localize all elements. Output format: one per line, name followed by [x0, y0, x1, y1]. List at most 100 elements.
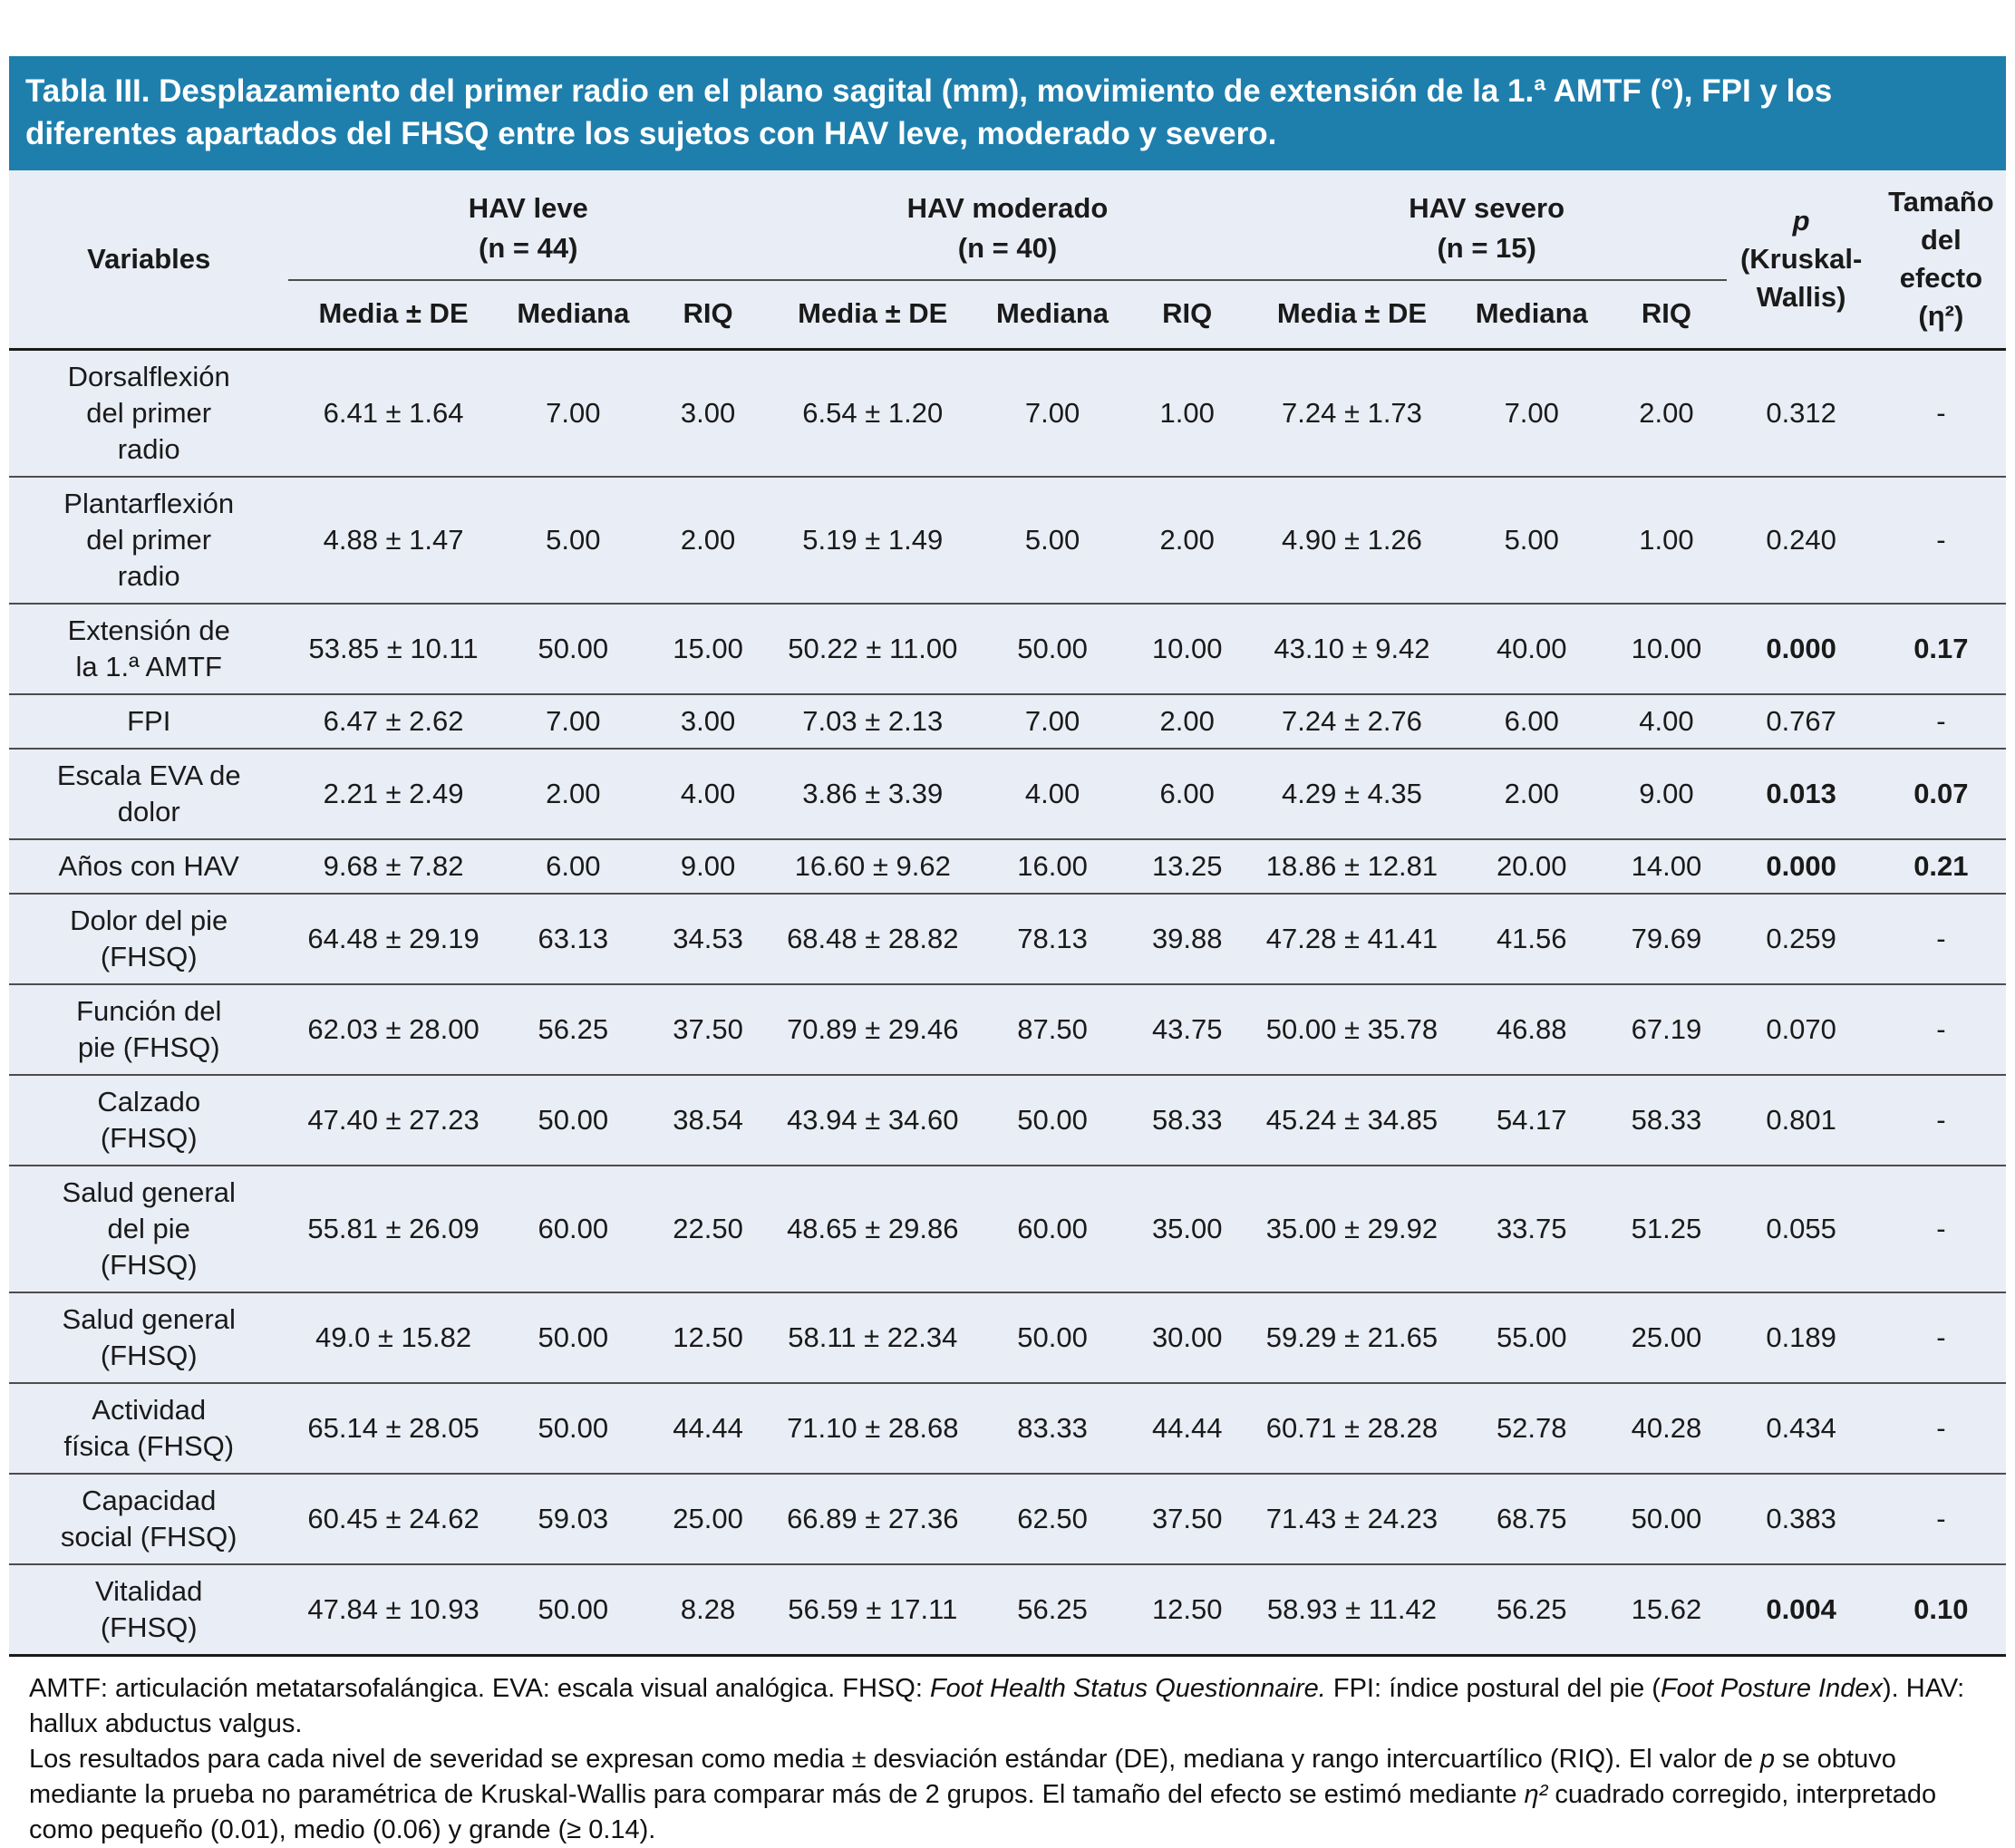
cell-riq-leve: 15.00 — [647, 603, 769, 694]
cell-p-value: 0.004 — [1726, 1563, 1876, 1656]
cell-effect-size: - — [1875, 693, 2006, 749]
cell-media-de-moderado: 48.65 ± 29.86 — [768, 1165, 978, 1292]
cell-effect-size: - — [1875, 1473, 2006, 1564]
p-symbol: p — [1792, 205, 1810, 237]
cell-media-de-leve: 9.68 ± 7.82 — [288, 838, 499, 894]
table-row: Salud general del pie (FHSQ) 55.81 ± 26.… — [9, 1165, 2006, 1292]
cell-effect-size: - — [1875, 983, 2006, 1075]
group-header-hav-leve: HAV leve (n = 44) — [288, 170, 769, 281]
cell-media-de-severo: 47.28 ± 41.41 — [1246, 893, 1458, 984]
cell-media-de-leve: 60.45 ± 24.62 — [288, 1473, 499, 1564]
variable-label: Salud general (FHSQ) — [9, 1292, 289, 1383]
variable-label: FPI — [9, 693, 289, 749]
cell-mediana-leve: 7.00 — [546, 397, 601, 429]
cell-effect-size: 0.10 — [1875, 1563, 2006, 1656]
cell-mediana-leve: 2.00 — [498, 748, 648, 839]
cell-mediana-severo: 2.00 — [1457, 748, 1607, 839]
cell-p-value: 0.801 — [1726, 1074, 1876, 1166]
cell-mediana-severo: 7.00 — [1504, 397, 1559, 429]
cell-media-de-leve: 47.40 ± 27.23 — [288, 1074, 499, 1166]
cell-media-de-severo: 71.43 ± 24.23 — [1246, 1473, 1458, 1564]
variable-label: Dolor del pie (FHSQ) — [9, 893, 289, 984]
cell-p-value: 0.000 — [1726, 603, 1876, 694]
cell-riq-leve: 3.00 — [680, 397, 736, 429]
cell-mediana-moderado: 50.00 — [977, 603, 1128, 694]
cell-mediana-severo: 41.56 — [1457, 893, 1607, 984]
cell-effect-size: 0.17 — [1875, 603, 2006, 694]
cell-media-de-leve: 49.0 ± 15.82 — [288, 1292, 499, 1383]
cell-riq-moderado: 13.25 — [1127, 838, 1247, 894]
cell-mediana-severo: 5.00 — [1457, 476, 1607, 604]
cell-media-de-severo: 43.10 ± 9.42 — [1246, 603, 1458, 694]
subheader-mediana-moderado: Mediana — [977, 280, 1128, 351]
table-row: Calzado (FHSQ) 47.40 ± 27.23 50.00 38.54… — [9, 1074, 2006, 1166]
cell-effect-size: - — [1875, 476, 2006, 604]
cell-mediana-moderado: 83.33 — [977, 1382, 1128, 1474]
cell-mediana-leve: 59.03 — [498, 1473, 648, 1564]
cell-mediana-leve: 50.00 — [498, 1292, 648, 1383]
cell-riq-moderado: 35.00 — [1127, 1165, 1247, 1292]
cell-mediana-moderado: 5.00 — [977, 476, 1128, 604]
cell-riq-severo: 10.00 — [1606, 603, 1727, 694]
table-row: FPI 6.47 ± 2.62 7.00 3.00 7.03 ± 2.13 7.… — [9, 693, 2006, 749]
footnote-paragraph: AMTF: articulación metatarsofalángica. E… — [29, 1674, 1965, 1738]
cell-mediana-severo: 68.75 — [1457, 1473, 1607, 1564]
cell-riq-moderado: 2.00 — [1127, 693, 1247, 749]
cell-p-value: 0.070 — [1726, 983, 1876, 1075]
cell-riq-severo: 58.33 — [1606, 1074, 1727, 1166]
variable-label: Dorsalflexión del primer radio — [67, 361, 230, 465]
table-row: Dolor del pie (FHSQ) 64.48 ± 29.19 63.13… — [9, 893, 2006, 984]
cell-riq-leve: 22.50 — [647, 1165, 769, 1292]
cell-riq-leve: 37.50 — [647, 983, 769, 1075]
cell-mediana-moderado: 87.50 — [977, 983, 1128, 1075]
cell-effect-size: - — [1875, 1292, 2006, 1383]
cell-media-de-leve: 53.85 ± 10.11 — [288, 603, 499, 694]
cell-riq-moderado: 30.00 — [1127, 1292, 1247, 1383]
cell-mediana-moderado: 50.00 — [977, 1292, 1128, 1383]
cell-p-value: 0.312 — [1766, 397, 1836, 429]
variable-label: Vitalidad (FHSQ) — [9, 1563, 289, 1656]
subheader-mediana-severo: Mediana — [1457, 280, 1607, 351]
cell-mediana-leve: 50.00 — [498, 1563, 648, 1656]
cell-mediana-severo: 46.88 — [1457, 983, 1607, 1075]
cell-mediana-moderado: 62.50 — [977, 1473, 1128, 1564]
table-row: Salud general (FHSQ) 49.0 ± 15.82 50.00 … — [9, 1292, 2006, 1383]
cell-media-de-severo: 50.00 ± 35.78 — [1246, 983, 1458, 1075]
column-header-effect-size: Tamaño del efecto (η²) — [1875, 170, 2006, 351]
cell-media-de-leve: 6.41 ± 1.64 — [323, 397, 464, 429]
subheader-riq-moderado: RIQ — [1127, 280, 1247, 351]
table-row: Escala EVA de dolor 2.21 ± 2.49 2.00 4.0… — [9, 748, 2006, 839]
cell-p-value: 0.000 — [1726, 838, 1876, 894]
cell-effect-size: - — [1875, 1074, 2006, 1166]
cell-mediana-moderado: 50.00 — [977, 1074, 1128, 1166]
cell-riq-leve: 44.44 — [647, 1382, 769, 1474]
cell-mediana-leve: 60.00 — [498, 1165, 648, 1292]
cell-media-de-moderado: 16.60 ± 9.62 — [768, 838, 978, 894]
cell-media-de-leve: 62.03 ± 28.00 — [288, 983, 499, 1075]
cell-effect-size: 0.07 — [1875, 748, 2006, 839]
variable-label: Actividad física (FHSQ) — [9, 1382, 289, 1474]
cell-mediana-severo: 40.00 — [1457, 603, 1607, 694]
cell-media-de-leve: 6.47 ± 2.62 — [288, 693, 499, 749]
cell-media-de-leve: 2.21 ± 2.49 — [288, 748, 499, 839]
cell-effect-size: - — [1875, 1382, 2006, 1474]
cell-mediana-moderado: 16.00 — [977, 838, 1128, 894]
cell-mediana-leve: 50.00 — [498, 1382, 648, 1474]
cell-media-de-severo: 35.00 ± 29.92 — [1246, 1165, 1458, 1292]
cell-p-value: 0.189 — [1726, 1292, 1876, 1383]
subheader-media-de-leve: Media ± DE — [288, 280, 499, 351]
table-row: Extensión de la 1.ª AMTF 53.85 ± 10.11 5… — [9, 603, 2006, 694]
cell-media-de-severo: 18.86 ± 12.81 — [1246, 838, 1458, 894]
subheader-mediana-leve: Mediana — [498, 280, 648, 351]
cell-riq-leve: 34.53 — [647, 893, 769, 984]
footnote-paragraph: Los resultados para cada nivel de severi… — [29, 1745, 1937, 1844]
cell-riq-severo: 15.62 — [1606, 1563, 1727, 1656]
cell-riq-severo: 1.00 — [1606, 476, 1727, 604]
cell-riq-moderado: 39.88 — [1127, 893, 1247, 984]
results-table: Variables HAV leve (n = 44) HAV moderado… — [9, 170, 2006, 1657]
column-header-variables: Variables — [9, 170, 289, 351]
table-row: Dorsalflexión del primer radio 6.41 ± 1.… — [9, 350, 2006, 478]
group-header-hav-moderado: HAV moderado (n = 40) — [768, 170, 1247, 281]
cell-riq-severo: 50.00 — [1606, 1473, 1727, 1564]
cell-media-de-moderado: 56.59 ± 17.11 — [768, 1563, 978, 1656]
